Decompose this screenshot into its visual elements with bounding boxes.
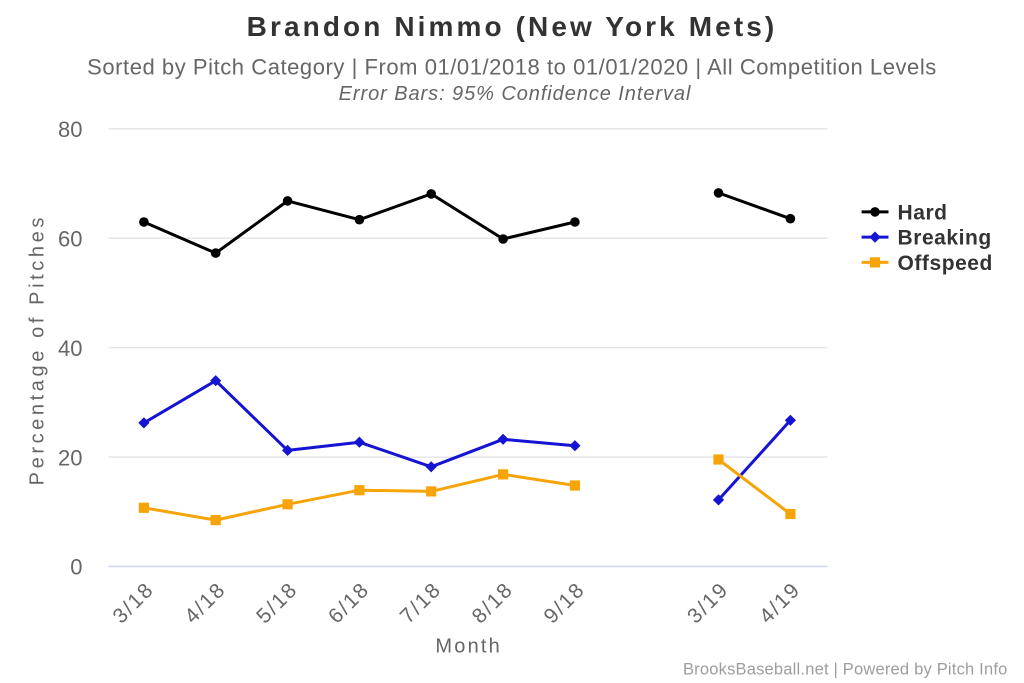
svg-text:40: 40	[58, 336, 82, 361]
svg-text:20: 20	[58, 445, 82, 470]
svg-text:Offspeed: Offspeed	[898, 252, 993, 275]
svg-text:0: 0	[70, 555, 82, 580]
svg-text:Month: Month	[435, 636, 502, 658]
svg-text:Error Bars: 95% Confidence Int: Error Bars: 95% Confidence Interval	[339, 83, 692, 105]
svg-text:Breaking: Breaking	[898, 227, 992, 250]
svg-text:80: 80	[58, 117, 82, 142]
svg-text:Percentage of Pitches: Percentage of Pitches	[27, 214, 49, 485]
svg-text:Brandon Nimmo (New York Mets): Brandon Nimmo (New York Mets)	[247, 11, 778, 42]
svg-text:60: 60	[58, 226, 82, 251]
svg-text:Hard: Hard	[898, 201, 948, 224]
svg-text:Sorted by Pitch Category | Fro: Sorted by Pitch Category | From 01/01/20…	[87, 55, 937, 80]
svg-text:BrooksBaseball.net | Powered b: BrooksBaseball.net | Powered by Pitch In…	[683, 661, 1008, 679]
